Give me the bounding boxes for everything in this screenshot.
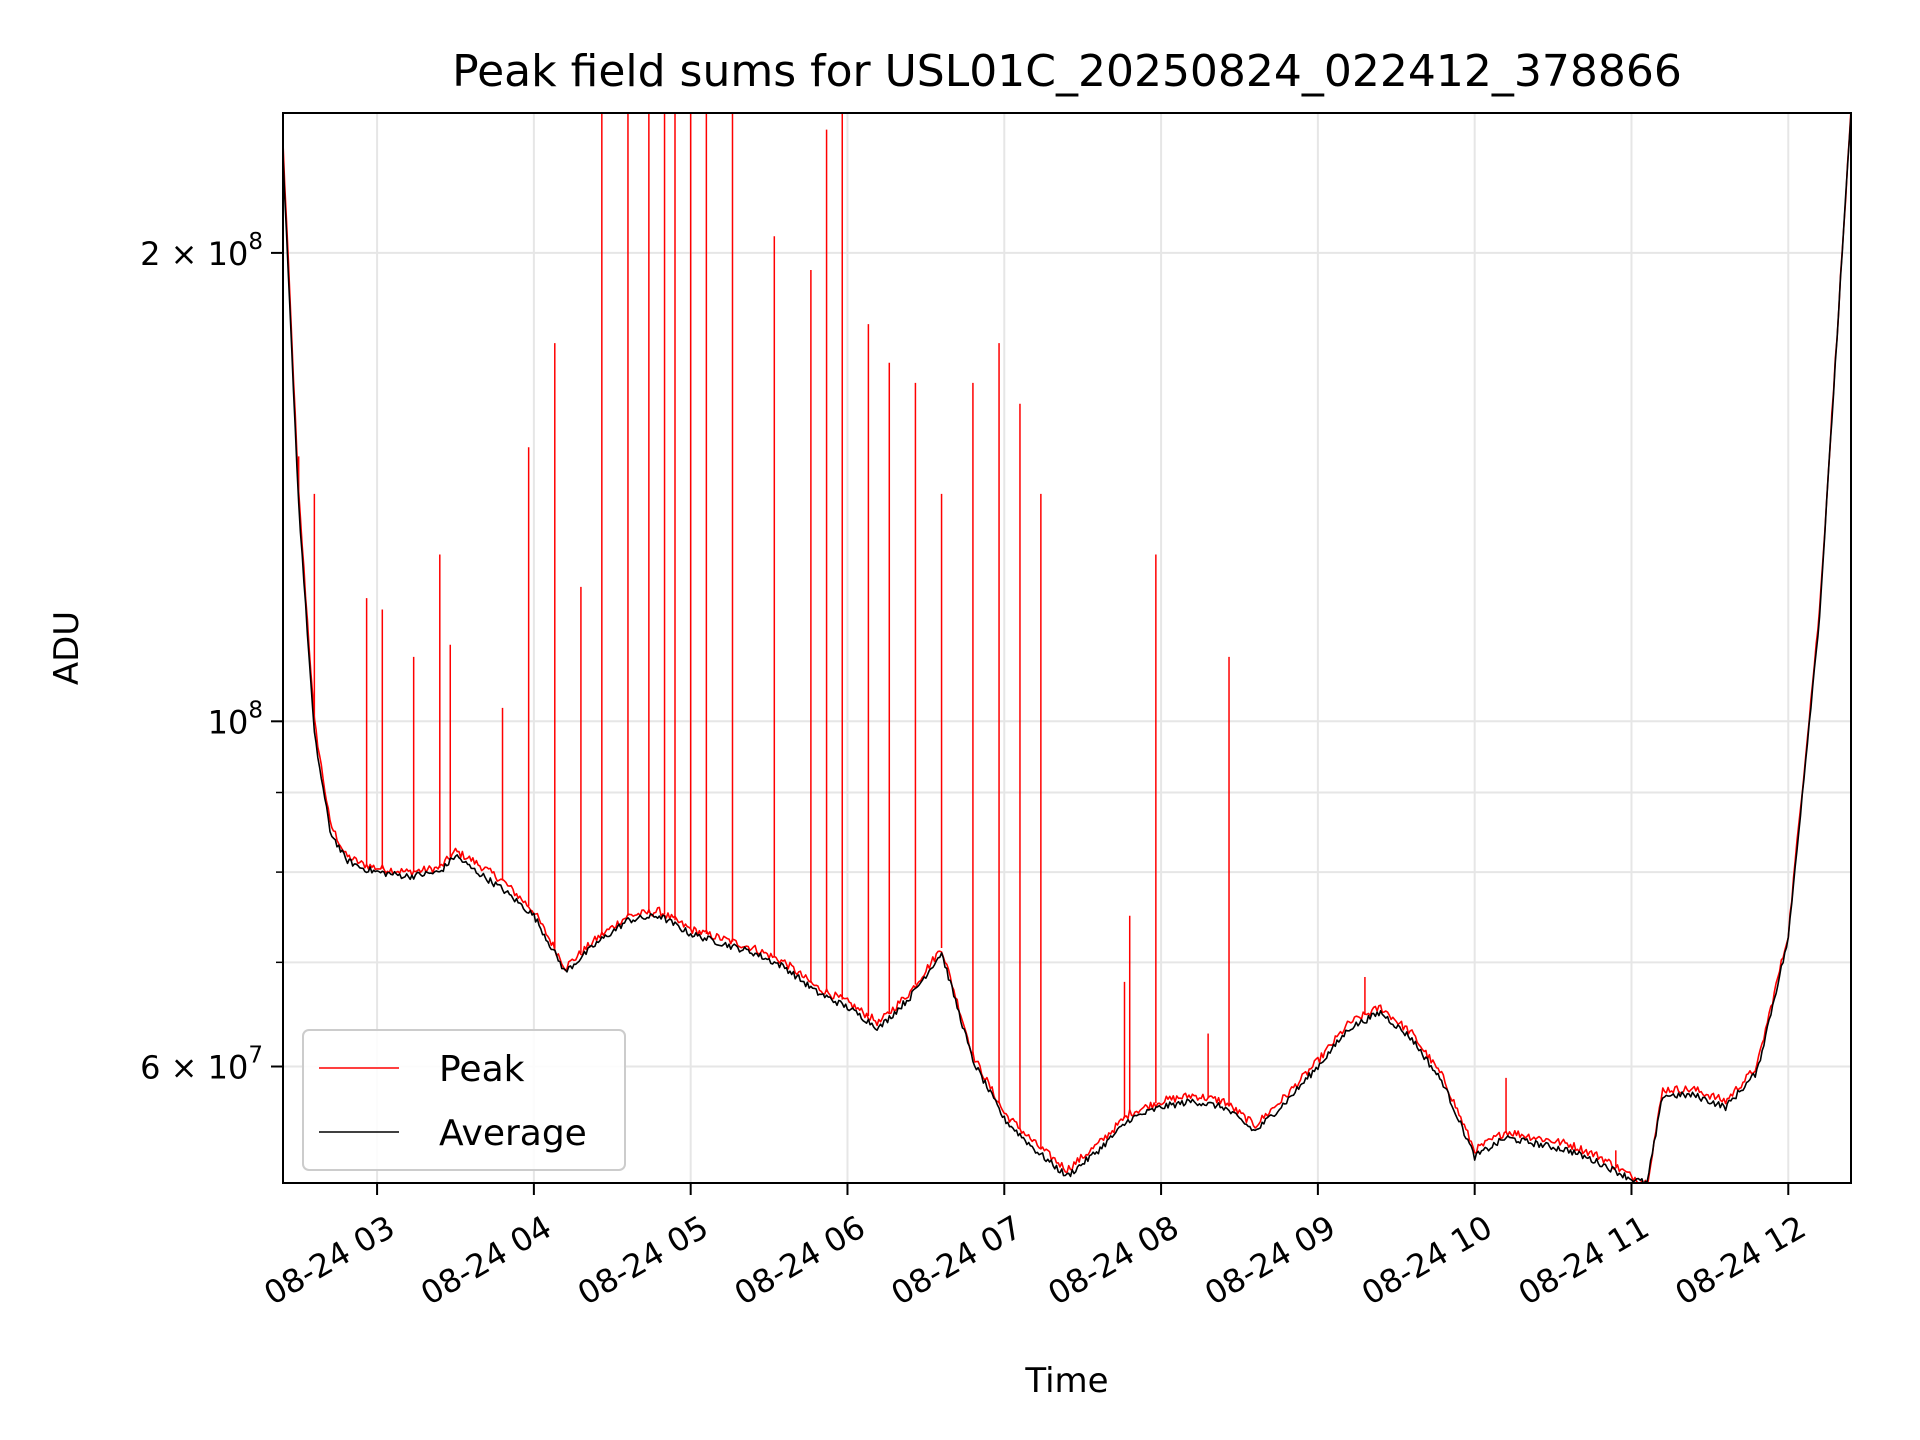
y-tick-label: 2 × 108 [140, 229, 263, 273]
legend: Peak Average [302, 1029, 626, 1171]
y-axis-label: ADU [47, 611, 87, 685]
legend-label-average: Average [439, 1113, 587, 1154]
series-line-peak [283, 113, 1851, 1183]
y-axis-ticks: 2 × 108 108 6 × 107 [140, 229, 283, 1087]
legend-label-peak: Peak [439, 1049, 525, 1090]
plot-series [283, 113, 1851, 1183]
legend-box [302, 1029, 626, 1171]
chart-title: Peak field sums for USL01C_20250824_0224… [452, 46, 1682, 97]
y-tick-label: 108 [208, 697, 263, 741]
plot-frame [282, 112, 1852, 1184]
series-lines [283, 113, 1851, 1183]
series-line-average [283, 114, 1851, 1183]
peak-spikes [297, 113, 1617, 1167]
x-axis-label: Time [1024, 1361, 1108, 1401]
y-tick-label: 6 × 107 [140, 1043, 263, 1087]
